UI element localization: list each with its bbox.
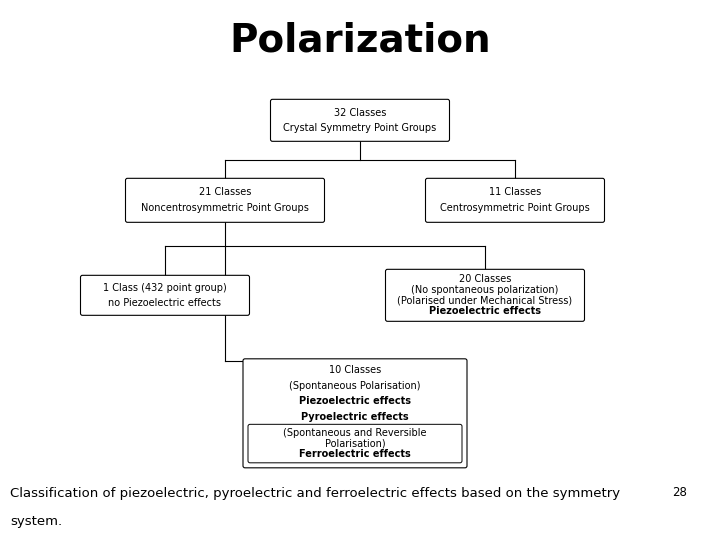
Text: 28: 28 [672, 486, 687, 499]
Text: 21 Classes: 21 Classes [199, 187, 251, 197]
Text: Polarization: Polarization [229, 22, 491, 60]
Text: (No spontaneous polarization): (No spontaneous polarization) [411, 285, 559, 295]
Text: (Spontaneous and Reversible: (Spontaneous and Reversible [283, 428, 427, 438]
FancyBboxPatch shape [81, 275, 250, 315]
Text: Piezoelectric effects: Piezoelectric effects [299, 396, 411, 407]
Text: Crystal Symmetry Point Groups: Crystal Symmetry Point Groups [284, 123, 436, 133]
Text: Noncentrosymmetric Point Groups: Noncentrosymmetric Point Groups [141, 204, 309, 213]
Text: 10 Classes: 10 Classes [329, 365, 381, 375]
Text: (Spontaneous Polarisation): (Spontaneous Polarisation) [289, 381, 420, 391]
Text: 32 Classes: 32 Classes [334, 107, 386, 118]
Text: Piezoelectric effects: Piezoelectric effects [429, 306, 541, 316]
Text: Classification of piezoelectric, pyroelectric and ferroelectric effects based on: Classification of piezoelectric, pyroele… [10, 487, 620, 500]
FancyBboxPatch shape [426, 178, 605, 222]
FancyBboxPatch shape [271, 99, 449, 141]
Text: Ferroelectric effects: Ferroelectric effects [299, 449, 411, 459]
Text: Polarisation): Polarisation) [325, 438, 385, 449]
Text: Centrosymmetric Point Groups: Centrosymmetric Point Groups [440, 204, 590, 213]
Text: no Piezoelectric effects: no Piezoelectric effects [109, 298, 222, 307]
Text: system.: system. [10, 515, 62, 528]
FancyBboxPatch shape [385, 269, 585, 321]
FancyBboxPatch shape [125, 178, 325, 222]
Text: Pyroelectric effects: Pyroelectric effects [301, 412, 409, 422]
Text: 1 Class (432 point group): 1 Class (432 point group) [103, 283, 227, 293]
Text: (Polarised under Mechanical Stress): (Polarised under Mechanical Stress) [397, 296, 572, 306]
FancyBboxPatch shape [243, 359, 467, 468]
FancyBboxPatch shape [248, 424, 462, 463]
Text: 20 Classes: 20 Classes [459, 274, 511, 285]
Text: 11 Classes: 11 Classes [489, 187, 541, 197]
